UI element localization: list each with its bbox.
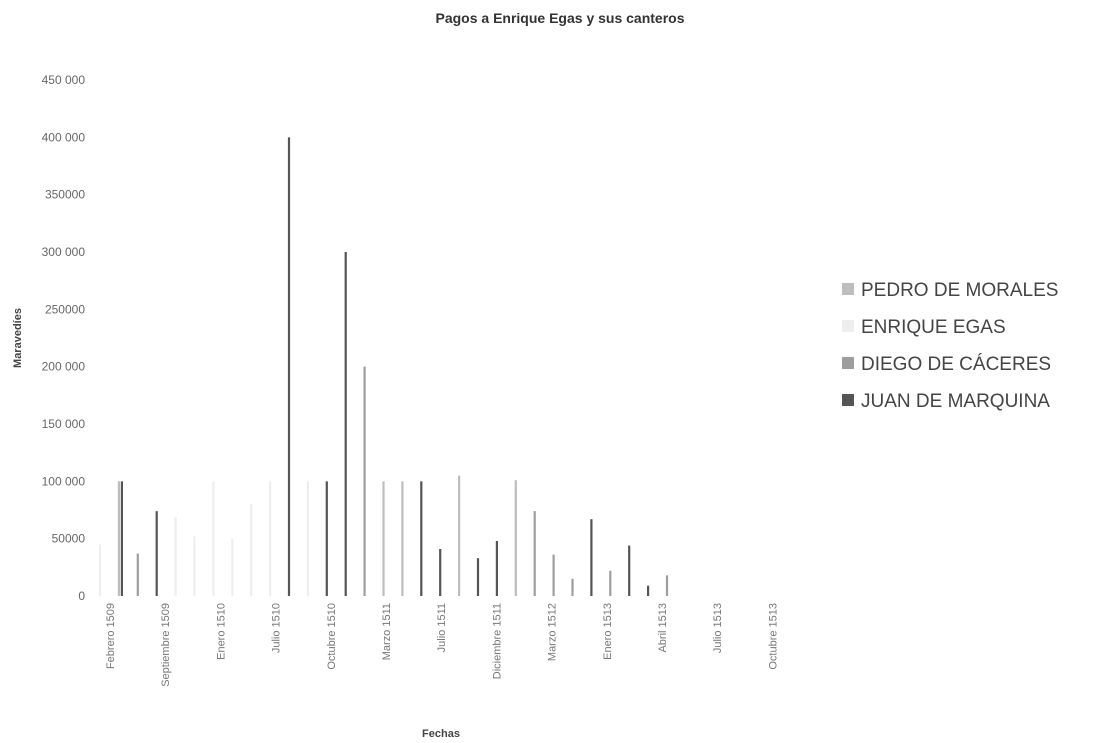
x-tick-label: Marzo 1512	[547, 603, 559, 661]
y-tick-label: 100 000	[42, 474, 86, 488]
bar	[514, 480, 517, 596]
y-tick-label: 300 000	[42, 245, 86, 259]
bar	[363, 366, 366, 596]
bar	[590, 519, 593, 596]
bar	[231, 538, 234, 596]
x-tick-label: Julio 1510	[271, 603, 283, 653]
y-tick-label: 250000	[45, 302, 85, 316]
y-tick-label: 200 000	[42, 360, 86, 374]
x-tick-label: Octubre 1510	[326, 603, 338, 670]
bar	[120, 481, 123, 596]
legend-label: ENRIQUE EGAS	[861, 317, 1006, 338]
bar	[325, 481, 328, 596]
x-tick-label: Septiembre 1509	[160, 603, 172, 687]
bar	[495, 540, 498, 596]
x-tick-label: Febrero 1509	[105, 603, 117, 669]
bar	[420, 481, 423, 596]
bar	[287, 137, 291, 597]
bar	[533, 511, 536, 596]
legend-swatch	[842, 357, 854, 369]
bar	[193, 536, 196, 596]
y-tick-label: 450 000	[42, 73, 86, 87]
legend: PEDRO DE MORALES ENRIQUE EGAS DIEGO DE CÁC…	[842, 280, 1058, 412]
bar	[647, 585, 650, 596]
y-tick-label: 50000	[52, 532, 86, 546]
x-tick-label: Octubre 1513	[767, 603, 779, 670]
x-tick-label: Julio 1511	[436, 603, 448, 652]
x-tick-label: Julio 1513	[712, 603, 724, 653]
bar	[306, 481, 309, 596]
x-tick-label: Marzo 1511	[381, 603, 393, 660]
bar	[476, 558, 480, 596]
legend-label: JUAN DE MARQUINA	[861, 391, 1050, 412]
bar	[628, 545, 631, 596]
bar	[117, 481, 120, 596]
bar	[250, 504, 253, 596]
y-axis-ticks: 0 50000 100 000 150 000 200 000 250000 300 000…	[42, 73, 86, 603]
bar	[665, 575, 669, 596]
bar	[344, 252, 347, 596]
chart-title: Pagos a Enrique Egas y sus canteros	[436, 10, 685, 26]
x-axis-title: Fechas	[422, 728, 460, 740]
legend-label: PEDRO DE MORALES	[861, 280, 1058, 301]
y-tick-label: 0	[78, 589, 85, 603]
bar	[571, 578, 574, 596]
bar	[98, 544, 102, 596]
bar	[439, 548, 442, 596]
bar	[155, 511, 158, 596]
legend-swatch	[842, 320, 854, 332]
bar	[136, 553, 139, 596]
x-tick-label: Abril 1513	[657, 603, 669, 653]
x-tick-label: Enero 1510	[215, 603, 227, 660]
x-tick-label: Enero 1513	[602, 603, 614, 660]
x-tick-label: Diciembre 1511	[491, 603, 503, 679]
bar	[609, 570, 612, 596]
y-tick-label: 150 000	[42, 417, 86, 431]
legend-label: DIEGO DE CÁCERES	[861, 354, 1051, 375]
bar	[401, 481, 404, 596]
bar	[458, 475, 461, 596]
y-tick-label: 350000	[45, 188, 85, 202]
bar	[174, 516, 177, 596]
bar	[552, 554, 555, 596]
y-tick-label: 400 000	[42, 130, 86, 144]
x-axis-ticks: Febrero 1509 Septiembre 1509 Enero 1510 Jul…	[105, 603, 779, 687]
legend-swatch	[842, 283, 854, 295]
bar	[269, 481, 272, 596]
bar	[382, 481, 385, 596]
bar	[212, 481, 215, 596]
bar-series	[98, 137, 669, 597]
y-axis-title: Maravedíes	[12, 308, 24, 368]
legend-swatch	[842, 394, 854, 406]
